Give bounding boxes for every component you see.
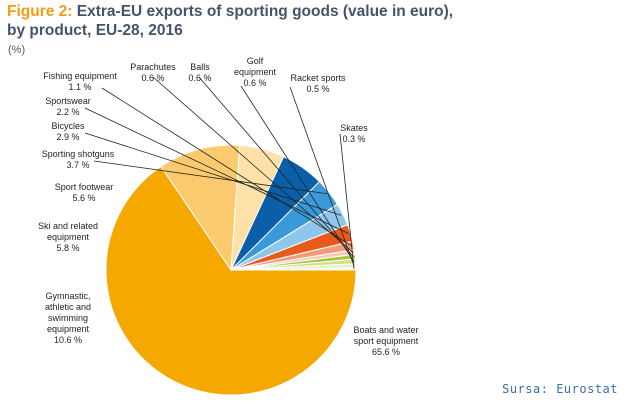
leader-line [240, 85, 355, 262]
leader-line [152, 76, 353, 253]
leader-line [198, 76, 354, 258]
slice-label: Sport footwear 5.6 % [55, 182, 114, 203]
leader-lines [84, 76, 355, 269]
pie-slice-boats-and-water-sport-equipment [105, 165, 357, 396]
unit-label: (%) [8, 44, 26, 56]
chart-title: Figure 2: Extra-EU exports of sporting g… [7, 2, 567, 40]
leader-line [93, 160, 328, 195]
slice-label: Ski and related equipment 5.8 % [38, 221, 98, 253]
pie-slice-skates [230, 267, 357, 271]
slice-label: Racket sports 0.5 % [290, 73, 346, 94]
leader-line [289, 86, 355, 266]
slice-label: Skates 0.3 % [340, 123, 368, 144]
slice-label: Fishing equipment 1.1 % [43, 71, 117, 92]
source-label: Sursa: Eurostat [502, 382, 618, 396]
slice-label: Boats and water sport equipment 65.6 % [353, 325, 418, 357]
slice-label: Bicycles 2.9 % [51, 121, 85, 142]
title-line-1: Extra-EU exports of sporting goods (valu… [76, 3, 454, 20]
figure-label: Figure 2: [7, 3, 73, 20]
pie-slices [105, 144, 357, 396]
leader-line [84, 132, 342, 216]
slice-label: Sporting shotguns 3.7 % [42, 149, 115, 170]
leader-line [101, 87, 352, 247]
slice-label: Golf equipment 0.6 % [234, 56, 277, 88]
slice-label: Sportswear 2.2 % [45, 96, 91, 117]
slice-label: Parachutes 0.6 % [130, 62, 176, 83]
slice-label: Gymnastic, athletic and swimming equipment 1… [45, 291, 91, 345]
title-line-2: by product, EU-28, 2016 [7, 22, 183, 39]
slice-labels: Boats and water sport equipment 65.6 % Gymn… [38, 56, 419, 357]
slice-label: Balls 0.6 % [188, 62, 211, 83]
leader-line [84, 107, 349, 234]
leader-line [339, 133, 355, 269]
